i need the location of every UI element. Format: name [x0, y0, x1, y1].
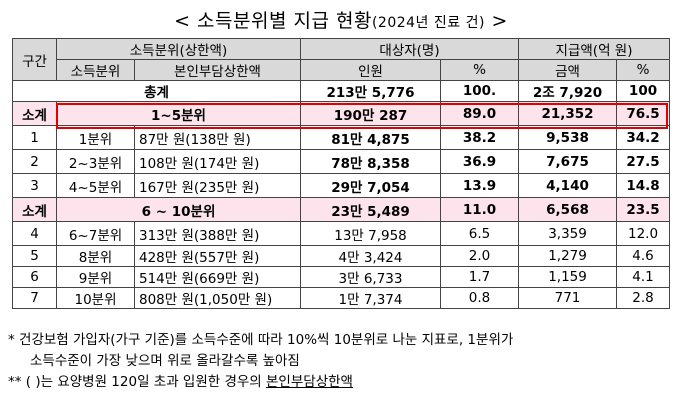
row-amount-pct: 14.8 [616, 173, 671, 198]
row-people-pct: 2.0 [440, 245, 520, 267]
footnote-2-text: ** ( )는 요양병원 120일 초과 입원한 경우의 [8, 374, 267, 390]
row-decile: 9분위 [56, 266, 135, 288]
row-section: 5 [12, 245, 57, 267]
table-row: 1 1분위 87만 원(138만 원) 81만 4,875 38.2 9,538… [12, 125, 671, 150]
row-cap: 313만 원(388만 원) [133, 221, 302, 246]
subtotal-range: 6 ~ 10분위 [55, 197, 302, 222]
row-amount: 4,140 [518, 173, 618, 198]
table-row: 4 6~7분위 313만 원(388만 원) 13만 7,958 6.5 3,3… [12, 221, 671, 246]
row-people-pct: 36.9 [440, 149, 520, 174]
header-recipients-group: 대상자(명) [300, 38, 520, 60]
total-label: 총계 [11, 80, 302, 102]
row-decile: 6~7분위 [56, 221, 135, 246]
row-people-pct: 13.9 [440, 173, 520, 198]
subtotal-people-pct: 11.0 [440, 197, 520, 222]
footnote-1-line-2: 소득수준이 가장 낮으며 위로 올라갈수록 높아짐 [30, 353, 300, 369]
row-decile: 10분위 [56, 287, 135, 309]
header-recipients-people: 인원 [300, 59, 442, 81]
row-amount: 3,359 [518, 221, 618, 246]
row-cap: 808만 원(1,050만 원) [133, 287, 302, 309]
footnote-2: ** ( )는 요양병원 120일 초과 입원한 경우의 본인부담상한액 [8, 372, 678, 393]
subtotal-amount: 6,568 [518, 197, 618, 222]
subtotal-amount: 21,352 [518, 101, 618, 126]
subtotal-amount-pct: 76.5 [616, 101, 671, 126]
row-cap: 167만 원(235만 원) [133, 173, 302, 198]
row-section: 6 [12, 266, 57, 288]
table-row: 7 10분위 808만 원(1,050만 원) 1만 7,374 0.8 771… [12, 287, 671, 309]
row-amount-pct: 34.2 [616, 125, 671, 150]
row-amount-pct: 4.6 [616, 245, 671, 267]
row-amount: 9,538 [518, 125, 618, 150]
total-amount-pct: 100 [616, 80, 671, 102]
row-decile: 2~3분위 [56, 149, 135, 174]
footnote-2-underlined: 본인부담상한액 [266, 374, 353, 390]
title-close: > [484, 10, 508, 32]
total-people-pct: 100. [440, 80, 520, 102]
row-amount: 1,159 [518, 266, 618, 288]
row-amount: 771 [518, 287, 618, 309]
row-cap: 428만 원(557만 원) [133, 245, 302, 267]
total-row: 총계 213만 5,776 100. 2조 7,920 100 [11, 80, 671, 102]
subtotal-amount-pct: 23.5 [616, 197, 671, 222]
row-people: 4만 3,424 [300, 245, 442, 267]
row-cap: 87만 원(138만 원) [133, 125, 302, 150]
footnotes: * 건강보험 가입자(가구 기준)를 소득수준에 따라 10%씩 10분위로 나… [8, 330, 678, 393]
payment-table: 구간 소득분위(상한액) 대상자(명) 지급액(억 원) 소득분위 본인부담상한… [11, 38, 671, 309]
row-amount-pct: 12.0 [616, 221, 671, 246]
row-cap: 514만 원(669만 원) [133, 266, 302, 288]
header-payment-pct: % [616, 59, 671, 81]
title-main: < 소득분위별 지급 현황 [174, 10, 372, 32]
row-people: 13만 7,958 [300, 221, 442, 246]
row-decile: 1분위 [56, 125, 135, 150]
subtotal-range: 1~5분위 [55, 101, 302, 126]
table-row: 2 2~3분위 108만 원(174만 원) 78만 8,358 36.9 7,… [12, 149, 671, 174]
row-cap: 108만 원(174만 원) [133, 149, 302, 174]
header-section: 구간 [12, 38, 57, 81]
page-title: < 소득분위별 지급 현황(2024년 진료 건) > [0, 6, 682, 33]
row-people-pct: 0.8 [440, 287, 520, 309]
header-row-1: 구간 소득분위(상한액) 대상자(명) 지급액(억 원) [12, 38, 671, 81]
row-section: 7 [12, 287, 57, 309]
header-payment-amount: 금액 [518, 59, 618, 81]
subtotal-people: 190만 287 [300, 101, 442, 126]
row-people: 3만 6,733 [300, 266, 442, 288]
title-sub: (2024년 진료 건) [371, 15, 485, 31]
row-amount: 1,279 [518, 245, 618, 267]
table-row: 3 4~5분위 167만 원(235만 원) 29만 7,054 13.9 4,… [12, 173, 671, 198]
subtotal-row: 소계 1~5분위 190만 287 89.0 21,352 76.5 [12, 101, 671, 126]
header-payment-group: 지급액(억 원) [518, 38, 671, 60]
row-section: 1 [12, 125, 57, 150]
header-income-group: 소득분위(상한액) [55, 38, 302, 60]
row-decile: 8분위 [56, 245, 135, 267]
row-decile: 4~5분위 [56, 173, 135, 198]
total-amount: 2조 7,920 [518, 80, 618, 102]
row-section: 3 [12, 173, 57, 198]
row-people: 78만 8,358 [300, 149, 442, 174]
row-people-pct: 6.5 [440, 221, 520, 246]
subtotal-section: 소계 [12, 101, 57, 126]
subtotal-people: 23만 5,489 [300, 197, 442, 222]
row-people: 1만 7,374 [300, 287, 442, 309]
subtotal-row: 소계 6 ~ 10분위 23만 5,489 11.0 6,568 23.5 [12, 197, 671, 222]
row-section: 4 [12, 221, 57, 246]
row-amount-pct: 2.8 [616, 287, 671, 309]
row-people-pct: 1.7 [440, 266, 520, 288]
total-people: 213만 5,776 [300, 80, 442, 102]
table-row: 6 9분위 514만 원(669만 원) 3만 6,733 1.7 1,159 … [12, 266, 671, 288]
row-section: 2 [12, 149, 57, 174]
footnote-1-line-1: * 건강보험 가입자(가구 기준)를 소득수준에 따라 10%씩 10분위로 나… [8, 332, 514, 348]
row-people: 29만 7,054 [300, 173, 442, 198]
row-amount-pct: 4.1 [616, 266, 671, 288]
header-row-2: 소득분위 본인부담상한액 인원 % 금액 % [13, 59, 671, 81]
header-income-decile: 소득분위 [56, 59, 135, 81]
subtotal-people-pct: 89.0 [440, 101, 520, 126]
subtotal-section: 소계 [12, 197, 57, 222]
header-copay-cap: 본인부담상한액 [133, 59, 302, 81]
header-recipients-pct: % [440, 59, 520, 81]
table-row: 5 8분위 428만 원(557만 원) 4만 3,424 2.0 1,279 … [12, 245, 671, 267]
row-amount-pct: 27.5 [616, 149, 671, 174]
row-amount: 7,675 [518, 149, 618, 174]
row-people: 81만 4,875 [300, 125, 442, 150]
row-people-pct: 38.2 [440, 125, 520, 150]
